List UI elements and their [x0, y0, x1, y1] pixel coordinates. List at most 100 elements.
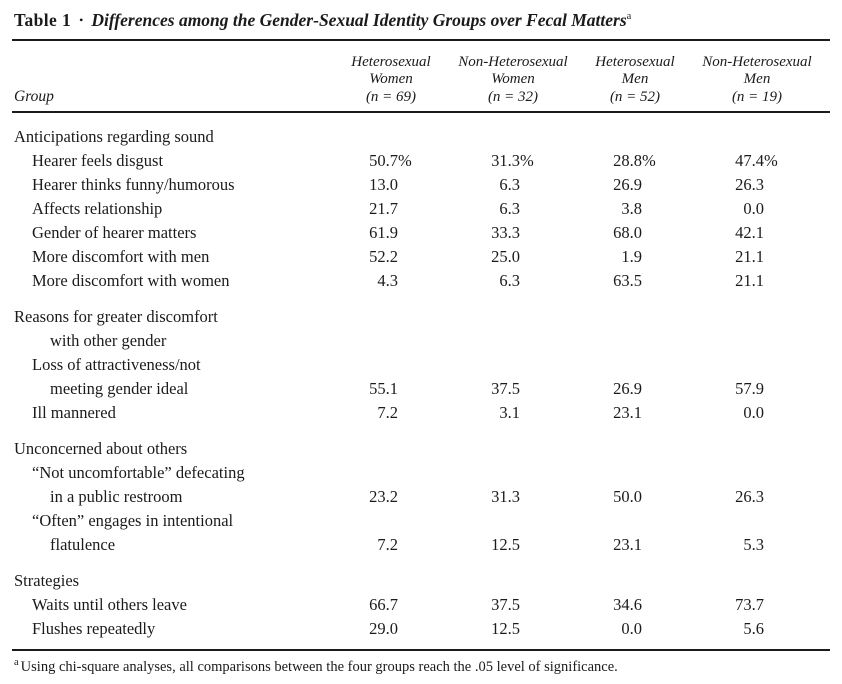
value-number: 37.5 — [491, 595, 520, 614]
table-row: Flushes repeatedly 29.0 12.5 0.0 5.6 — [12, 617, 830, 641]
table-footnote: a Using chi-square analyses, all comparis… — [12, 651, 830, 677]
table-row: in a public restroom 23.2 31.3 50.0 26.3 — [12, 485, 830, 509]
table-row: flatulence 7.2 12.5 23.1 5.3 — [12, 533, 830, 557]
value-cell: 23.1 — [574, 401, 696, 425]
value-number: 37.5 — [491, 379, 520, 398]
column-header-n: (n = 52) — [609, 88, 661, 105]
percent-sign: % — [398, 151, 412, 170]
table-row: More discomfort with men 52.2 25.0 1.9 21.1 — [12, 245, 830, 269]
value-cell: 1.9 — [574, 245, 696, 269]
value-cell: 42.1 — [696, 221, 818, 245]
table-row: Ill mannered 7.2 3.1 23.1 0.0 — [12, 401, 830, 425]
value-cell: 4.3 — [330, 269, 452, 293]
value-cell: 37.5 — [452, 593, 574, 617]
column-header-het-women: Heterosexual Women (n = 69) — [330, 54, 452, 107]
row-label: Hearer thinks funny/humorous — [32, 175, 235, 194]
value-cell: 37.5 — [452, 377, 574, 401]
group-column-header: Group — [14, 88, 54, 105]
value-cell: 31.3 — [452, 485, 574, 509]
table-section: Reasons for greater discomfort with other… — [12, 305, 830, 425]
column-header-line: Non-Heterosexual — [458, 53, 568, 70]
value-cell: 21.1 — [696, 269, 818, 293]
table-row: Strategies — [12, 569, 830, 593]
value-cell: 57.9 — [696, 377, 818, 401]
value-cell: 7.2 — [330, 401, 452, 425]
top-rule — [12, 39, 830, 41]
value-number: 0.0 — [621, 619, 642, 638]
value-cell: 0.0 — [696, 197, 818, 221]
column-header-line: Non-Heterosexual — [702, 53, 812, 70]
value-number: 26.9 — [613, 379, 642, 398]
value-cell: 13.0 — [330, 173, 452, 197]
value-cell: 34.6 — [574, 593, 696, 617]
value-number: 0.0 — [743, 199, 764, 218]
value-number: 6.3 — [499, 271, 520, 290]
value-cell: 6.3 — [452, 269, 574, 293]
table-section: Strategies Waits until others leave 66.7 37… — [12, 569, 830, 641]
value-number: 21.1 — [735, 271, 764, 290]
table-row: Hearer thinks funny/humorous 13.0 6.3 26.9 2… — [12, 173, 830, 197]
table-title: Table 1 • Differences among the Gender-Sex… — [12, 0, 830, 39]
value-number: 23.1 — [613, 535, 642, 554]
value-number: 21.1 — [735, 247, 764, 266]
value-cell: 21.7 — [330, 197, 452, 221]
value-number: 66.7 — [369, 595, 398, 614]
value-cell: 50.0 — [574, 485, 696, 509]
value-number: 26.3 — [735, 175, 764, 194]
value-cell: 26.9 — [574, 377, 696, 401]
value-number: 26.9 — [613, 175, 642, 194]
table-row: Waits until others leave 66.7 37.5 34.6 73.7 — [12, 593, 830, 617]
table-row: Loss of attractiveness/not — [12, 353, 830, 377]
value-number: 12.5 — [491, 535, 520, 554]
value-number: 55.1 — [369, 379, 398, 398]
row-label: More discomfort with men — [32, 247, 210, 266]
value-cell: 12.5 — [452, 533, 574, 557]
value-number: 5.6 — [743, 619, 764, 638]
value-number: 5.3 — [743, 535, 764, 554]
footnote-marker: a — [14, 657, 19, 669]
value-number: 63.5 — [613, 271, 642, 290]
row-label: Ill mannered — [32, 403, 116, 422]
value-number: 52.2 — [369, 247, 398, 266]
value-cell: 23.2 — [330, 485, 452, 509]
table-row: Affects relationship 21.7 6.3 3.8 0.0 — [12, 197, 830, 221]
column-header-n: (n = 19) — [731, 88, 783, 105]
value-cell: 61.9 — [330, 221, 452, 245]
table-row: Gender of hearer matters 61.9 33.3 68.0 42.1 — [12, 221, 830, 245]
table-row: Anticipations regarding sound — [12, 125, 830, 149]
value-cell: 66.7 — [330, 593, 452, 617]
value-number: 23.1 — [613, 403, 642, 422]
value-cell: 5.3 — [696, 533, 818, 557]
table-section: Anticipations regarding sound Hearer feel… — [12, 125, 830, 293]
value-cell: 21.1 — [696, 245, 818, 269]
value-cell: 47.4% — [696, 149, 818, 173]
row-label: Unconcerned about others — [14, 439, 188, 458]
table-header-row: Group Heterosexual Women (n = 69) Non-He… — [12, 41, 830, 111]
table-row: meeting gender ideal 55.1 37.5 26.9 57.9 — [12, 377, 830, 401]
value-cell: 68.0 — [574, 221, 696, 245]
column-header-line: Women — [491, 71, 535, 87]
value-number: 61.9 — [369, 223, 398, 242]
table-row: “Not uncomfortable” defecating — [12, 461, 830, 485]
value-number: 50.0 — [613, 487, 642, 506]
value-number: 42.1 — [735, 223, 764, 242]
value-number: 57.9 — [735, 379, 764, 398]
value-cell: 50.7% — [330, 149, 452, 173]
value-number: 4.3 — [377, 271, 398, 290]
value-cell: 73.7 — [696, 593, 818, 617]
value-number: 3.1 — [499, 403, 520, 422]
value-cell: 23.1 — [574, 533, 696, 557]
value-number: 47.4 — [735, 151, 764, 170]
table-row: with other gender — [12, 329, 830, 353]
row-label: meeting gender ideal — [50, 379, 189, 398]
value-cell: 55.1 — [330, 377, 452, 401]
value-number: 31.3 — [491, 487, 520, 506]
table-title-text: Differences among the Gender-Sexual Iden… — [91, 10, 627, 30]
value-cell: 28.8% — [574, 149, 696, 173]
column-header-line: Heterosexual — [595, 53, 675, 70]
value-cell: 33.3 — [452, 221, 574, 245]
value-number: 31.3 — [491, 151, 520, 170]
value-number: 3.8 — [621, 199, 642, 218]
percent-sign: % — [520, 151, 534, 170]
value-number: 25.0 — [491, 247, 520, 266]
